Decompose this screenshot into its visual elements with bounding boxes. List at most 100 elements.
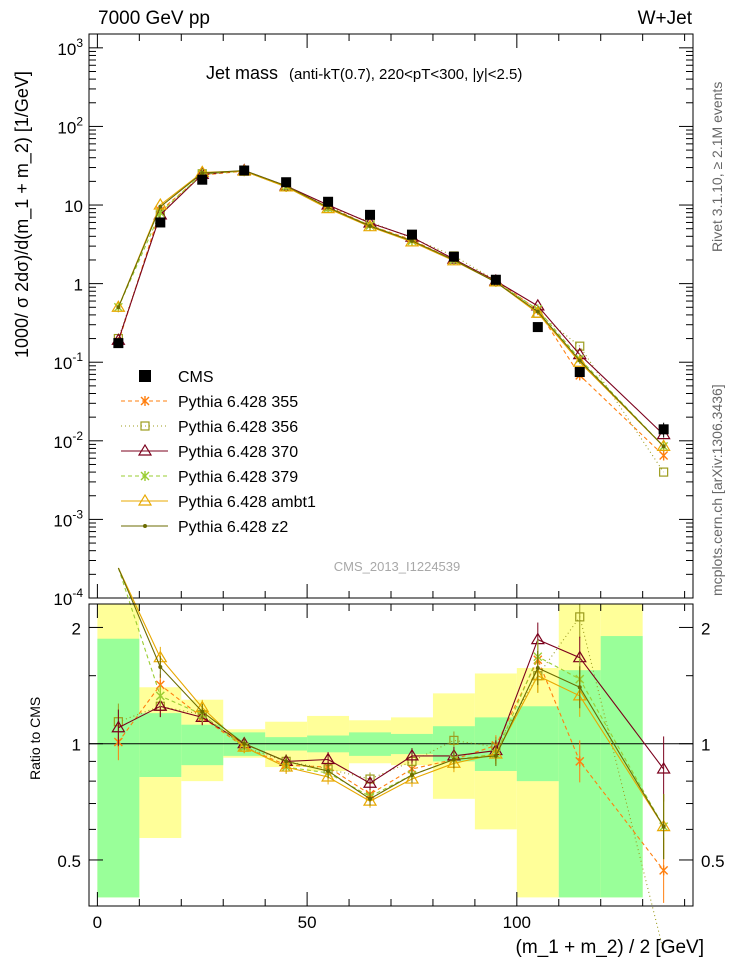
tick-exponent: -2 — [72, 429, 83, 443]
legend-entry: Pythia 6.428 ambt1 — [121, 493, 316, 511]
tick-exponent: -3 — [72, 507, 83, 521]
marker-triangle — [237, 739, 252, 752]
marker-triangle — [111, 300, 126, 312]
marker-triangle — [362, 776, 378, 788]
x-tick-label: 0 — [93, 913, 102, 932]
marker-triangle — [656, 439, 671, 451]
y-tick-label: 10-4 — [53, 586, 83, 609]
marker-dot — [409, 772, 414, 777]
header-left: 7000 GeV pp — [98, 8, 210, 29]
legend-entry: Pythia 6.428 379 — [121, 469, 298, 486]
marker-dot — [661, 444, 666, 449]
ratio-axis-ticks — [89, 604, 693, 906]
ratio-y-tick-label: 1 — [72, 736, 81, 755]
legend-label: CMS — [178, 369, 214, 386]
ratio-y-tick-labels: 0.5 0.5 1 1 2 2 — [57, 619, 724, 871]
x-tick-label: 100 — [503, 913, 531, 932]
marker-triangle — [321, 201, 336, 214]
marker-star — [140, 471, 150, 481]
cms-data-point — [113, 338, 124, 349]
marker-triangle — [404, 234, 420, 247]
cms-data-point — [448, 251, 459, 262]
legend-entry: CMS — [139, 369, 214, 386]
legend-marker — [139, 370, 151, 382]
tick-base: 10 — [57, 118, 76, 137]
tick-exponent: 2 — [76, 114, 83, 128]
cms-data-point — [532, 322, 543, 333]
marker-square — [575, 612, 585, 622]
cms-data-point — [155, 217, 166, 228]
marker-dot — [284, 759, 289, 764]
marker-dot — [158, 664, 163, 669]
main-title: Jet mass (anti-kT(0.7), 220<pT<300, |y|<… — [206, 63, 522, 83]
marker-star — [659, 865, 669, 876]
ratio-y-axis-label: Ratio to CMS — [27, 697, 43, 780]
inner-band — [139, 713, 182, 777]
ratio-y-tick-label: 0.5 — [57, 852, 81, 871]
marker-dot — [116, 305, 121, 310]
marker-dot — [493, 753, 498, 758]
marker-dot — [535, 666, 540, 671]
ratio-series-group — [111, 567, 671, 952]
marker-triangle — [321, 769, 336, 782]
ratio-y-tick-label-right: 0.5 — [701, 852, 725, 871]
marker-triangle — [572, 355, 587, 367]
cms-data-point — [365, 209, 376, 220]
y-tick-label: 10-3 — [53, 507, 83, 530]
y-tick-label: 10-1 — [53, 350, 83, 373]
ratio-series-pythia-6.428-z2 — [117, 567, 666, 860]
tick-base: 10 — [53, 354, 72, 373]
cms-data-group — [113, 165, 669, 438]
marker-square — [140, 421, 150, 431]
watermark: CMS_2013_I1224539 — [334, 559, 461, 574]
marker-triangle — [530, 306, 545, 318]
marker-triangle — [111, 720, 126, 733]
side-label-bottom: mcplots.cern.ch [arXiv:1306.3436] — [709, 384, 725, 596]
marker-dot — [409, 238, 414, 243]
marker-dot — [661, 824, 666, 829]
legend-entry: Pythia 6.428 356 — [121, 419, 298, 436]
cms-data-point — [323, 196, 334, 207]
marker-square — [575, 341, 585, 351]
ratio-uncertainty-bands — [89, 604, 693, 898]
marker-dot — [200, 709, 205, 714]
tick-base: 10 — [53, 511, 72, 530]
main-axis-ticks — [89, 34, 693, 599]
marker-dot — [158, 204, 163, 209]
y-tick-label: 10 — [64, 197, 83, 216]
ratio-y-tick-label-right: 2 — [701, 619, 710, 638]
tick-base: 10 — [53, 590, 72, 609]
main-series-group — [111, 163, 671, 477]
y-tick-label: 10-2 — [53, 429, 83, 452]
outer-band — [516, 668, 559, 898]
legend: CMS Pythia 6.428 355 Pythia 6.428 356 Pythi… — [121, 369, 316, 536]
marker-triangle — [656, 761, 671, 774]
ratio-y-tick-label-right: 1 — [701, 736, 710, 755]
marker-triangle — [153, 699, 168, 711]
marker-star — [155, 690, 165, 701]
marker-triangle — [279, 759, 294, 772]
y-tick-label: 102 — [57, 114, 83, 137]
cms-data-point — [406, 229, 417, 240]
x-axis-label: (m_1 + m_2) / 2 [GeV] — [516, 937, 705, 958]
cms-data-point — [490, 274, 501, 285]
main-frame — [88, 33, 694, 599]
inner-band — [97, 638, 140, 898]
main-subtitle: (anti-kT(0.7), 220<pT<300, |y|<2.5) — [289, 66, 522, 83]
marker-star — [575, 756, 585, 767]
marker-square — [449, 735, 459, 745]
legend-entry: Pythia 6.428 355 — [121, 394, 298, 411]
x-tick-label: 50 — [298, 913, 317, 932]
tick-base: 10 — [53, 433, 72, 452]
cms-data-point — [197, 174, 208, 185]
legend-label: Pythia 6.428 355 — [178, 394, 298, 411]
marker-triangle — [404, 771, 420, 784]
marker-dot — [451, 757, 456, 762]
cms-data-point — [658, 424, 669, 435]
y-tick-label: 1 — [74, 276, 83, 295]
marker-star — [659, 450, 669, 461]
marker-dot — [535, 309, 540, 314]
ratio-panel: 0.5 0.5 1 1 2 2 0 50 100 — [57, 567, 725, 952]
